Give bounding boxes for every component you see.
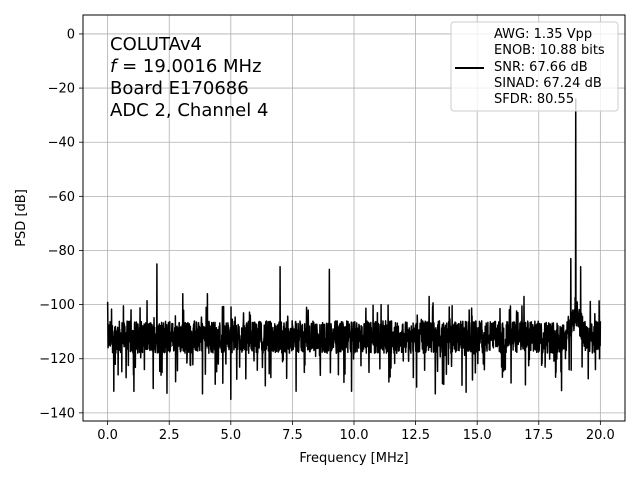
psd-series-line xyxy=(106,98,602,401)
x-tick-label: 15.0 xyxy=(463,428,492,443)
legend-line-2: ENOB: 10.88 bits xyxy=(494,43,605,58)
y-axis-label: PSD [dB] xyxy=(14,189,29,247)
x-tick-label: 7.5 xyxy=(282,428,303,443)
x-tick-label: 17.5 xyxy=(524,428,553,443)
info-line-3: Board E170686 xyxy=(110,78,249,99)
legend-box xyxy=(450,21,619,112)
y-tick-label: 0 xyxy=(67,27,75,42)
x-tick-label: 5.0 xyxy=(220,428,241,443)
legend-line-5: SFDR: 80.55 xyxy=(494,92,574,107)
info-line-2: f = 19.0016 MHz xyxy=(110,56,262,77)
legend-line-3: SNR: 67.66 dB xyxy=(494,60,588,75)
x-tick-label: 12.5 xyxy=(401,428,430,443)
y-tick-label: −140 xyxy=(39,406,75,421)
info-line-1: COLUTAv4 xyxy=(110,34,202,55)
x-tick-label: 0.0 xyxy=(97,428,118,443)
info-line-2-value: = 19.0016 MHz xyxy=(116,56,261,77)
x-axis-label: Frequency [MHz] xyxy=(299,451,408,466)
info-line-2-symbol: f xyxy=(110,56,119,77)
x-axis-ticks: 0.0 2.5 5.0 7.5 10.0 12.5 15.0 17.5 20.0 xyxy=(97,421,615,443)
y-tick-label: −60 xyxy=(48,190,75,205)
y-tick-label: −40 xyxy=(48,136,75,151)
y-tick-label: −80 xyxy=(48,244,75,259)
info-annotation: COLUTAv4 f = 19.0016 MHz Board E170686 A… xyxy=(110,34,268,121)
psd-trace xyxy=(106,98,602,401)
legend-line-4: SINAD: 67.24 dB xyxy=(494,76,602,91)
y-tick-label: −100 xyxy=(39,298,75,313)
info-line-4: ADC 2, Channel 4 xyxy=(110,100,268,121)
y-tick-label: −120 xyxy=(39,352,75,367)
y-tick-label: −20 xyxy=(48,82,75,97)
x-tick-label: 20.0 xyxy=(586,428,615,443)
legend-line-1: AWG: 1.35 Vpp xyxy=(494,27,592,42)
legend: AWG: 1.35 Vpp ENOB: 10.88 bits SNR: 67.6… xyxy=(450,21,619,112)
x-tick-label: 2.5 xyxy=(159,428,180,443)
x-tick-label: 10.0 xyxy=(340,428,369,443)
y-axis-ticks: 0 −20 −40 −60 −80 −100 −120 −140 xyxy=(39,27,83,421)
